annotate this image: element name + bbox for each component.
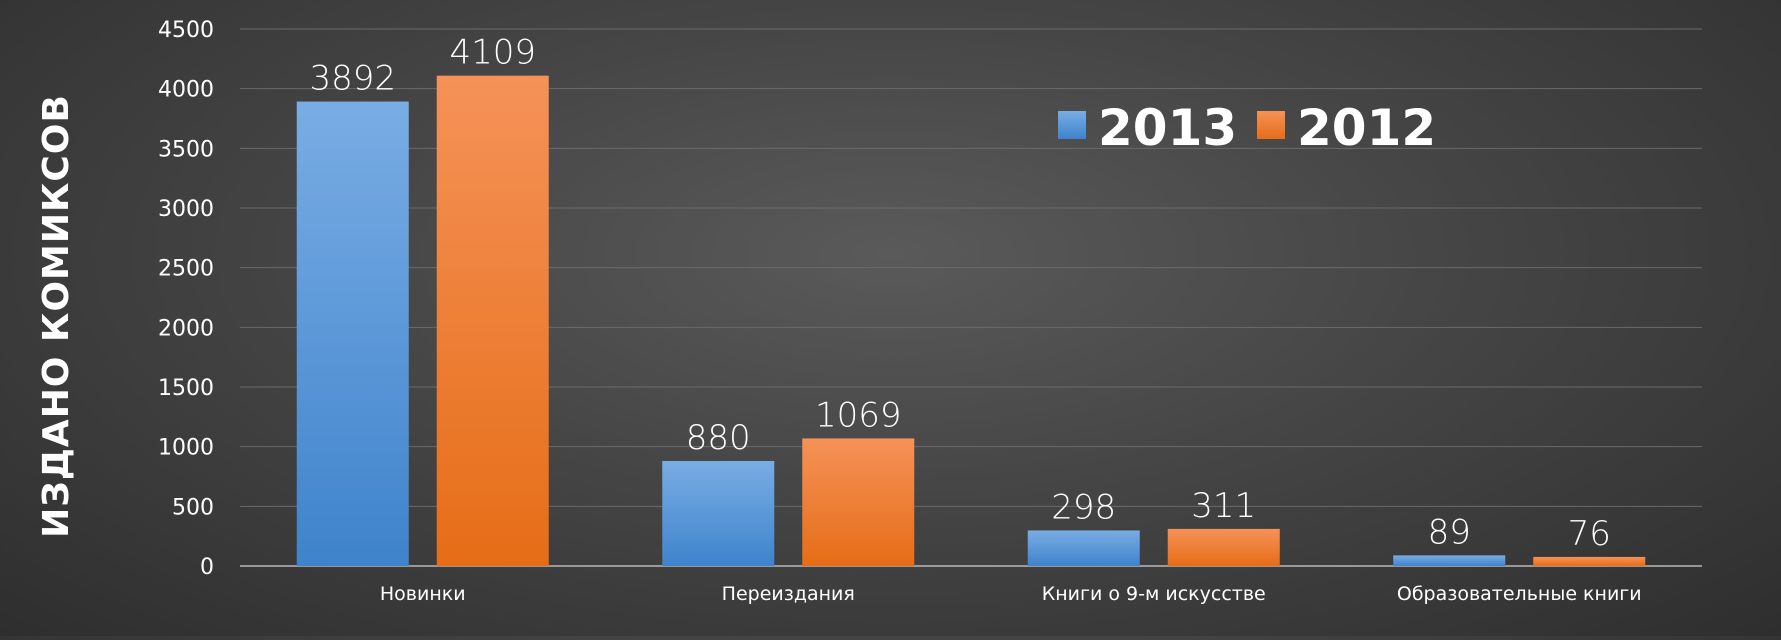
x-tick-label: Образовательные книги xyxy=(1397,583,1642,605)
bar-2012-3 xyxy=(1533,556,1646,566)
bar-2013-2 xyxy=(1027,530,1140,566)
y-tick-label: 4000 xyxy=(158,78,214,103)
bar-2012-0 xyxy=(436,75,549,566)
bar-2013-0 xyxy=(296,101,409,567)
bar-2012-1 xyxy=(802,438,915,566)
y-tick-label: 500 xyxy=(172,495,214,520)
data-label: 4109 xyxy=(449,33,536,73)
data-label: 3892 xyxy=(309,59,396,99)
y-tick-label: 4500 xyxy=(158,18,214,43)
data-label: 298 xyxy=(1051,487,1116,527)
y-tick-label: 3000 xyxy=(158,197,214,222)
y-axis-title: ИЗДАНО КОМИКСОВ xyxy=(36,94,77,538)
y-tick-label: 1000 xyxy=(158,436,214,461)
y-tick-label: 0 xyxy=(200,555,214,580)
legend-swatch xyxy=(1058,111,1086,139)
data-label: 76 xyxy=(1568,514,1611,554)
y-tick-label: 3500 xyxy=(158,137,214,162)
y-tick-label: 2000 xyxy=(158,316,214,341)
legend-entry: 2012 xyxy=(1297,99,1436,157)
x-tick-label: Переиздания xyxy=(722,583,855,605)
x-tick-label: Новинки xyxy=(380,583,466,605)
data-label: 311 xyxy=(1191,486,1256,526)
data-label: 880 xyxy=(686,418,751,458)
data-label: 1069 xyxy=(815,395,902,435)
legend-swatch xyxy=(1257,111,1285,139)
bars xyxy=(296,75,1646,567)
legend: 2013 2012 xyxy=(1058,99,1436,157)
bar-2013-3 xyxy=(1393,555,1506,566)
bar-2013-1 xyxy=(662,460,775,566)
x-tick-label: Книги о 9-м искусстве xyxy=(1042,583,1266,605)
y-tick-label: 1500 xyxy=(158,376,214,401)
y-tick-label: 2500 xyxy=(158,257,214,282)
labels: 0 500 1000 1500 2000 2500 3000 3500 4000 4500 3892… xyxy=(158,18,1642,605)
data-label: 89 xyxy=(1428,512,1471,552)
legend-entry: 2013 xyxy=(1098,99,1237,157)
bar-2012-2 xyxy=(1167,528,1280,566)
